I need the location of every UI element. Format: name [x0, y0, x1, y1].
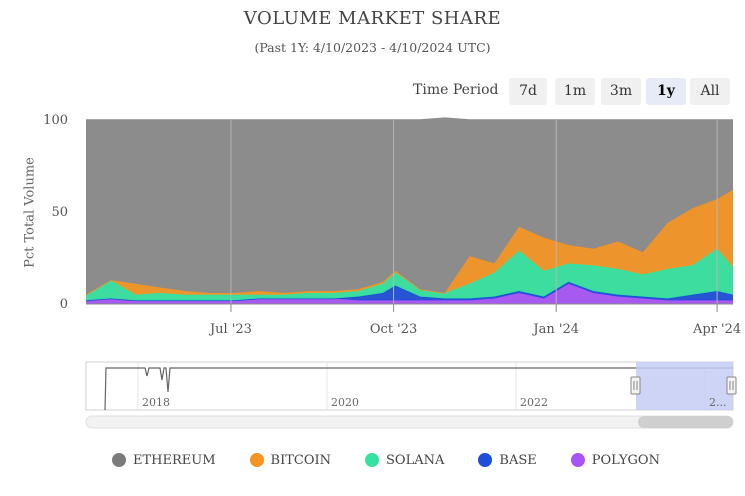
axes: 0 50 100 Jul '23 Oct '23 Jan '24 Apr '24	[43, 113, 741, 337]
period-button-3m[interactable]: 3m	[601, 78, 641, 105]
period-button-7d[interactable]: 7d	[509, 78, 547, 105]
period-button-1m[interactable]: 1m	[555, 78, 595, 105]
navigator-tick-label: 2...	[709, 396, 727, 409]
x-tick-label: Apr '24	[692, 322, 741, 337]
legend-label: BASE	[499, 452, 537, 468]
y-tick-label: 0	[60, 297, 68, 312]
legend-item-bitcoin[interactable]: BITCOIN	[249, 452, 332, 468]
legend-marker	[112, 453, 126, 467]
scrollbar-track[interactable]	[85, 415, 734, 429]
y-tick-label: 100	[43, 113, 68, 128]
navigator-left-handle[interactable]	[630, 376, 641, 395]
navigator-tick-label: 2022	[520, 396, 548, 409]
navigator-tick-label: 2018	[142, 396, 170, 409]
navigator-selection[interactable]	[636, 362, 733, 410]
navigator-series-line	[104, 367, 733, 411]
legend-label: BITCOIN	[270, 452, 332, 468]
legend-marker	[570, 453, 585, 467]
legend-marker	[478, 453, 493, 467]
legend-item-base[interactable]: BASE	[478, 452, 537, 468]
chart-title: VOLUME MARKET SHARE	[243, 8, 502, 29]
period-button-all[interactable]: All	[690, 78, 730, 105]
navigator-frame	[85, 361, 734, 411]
period-button-1y[interactable]: 1y	[646, 78, 686, 105]
navigator-tick-label: 2020	[331, 396, 359, 409]
series-area-ethereum	[86, 118, 733, 295]
series-line-ethereum	[86, 117, 733, 121]
series-area-solana	[86, 248, 733, 301]
legend-marker	[249, 453, 264, 467]
legend: ETHEREUM BITCOIN SOLANA BASE POLYGON	[112, 450, 694, 470]
legend-label: SOLANA	[386, 452, 445, 468]
series-area-polygon	[86, 283, 733, 304]
legend-label: ETHEREUM	[133, 452, 216, 468]
navigator-right-handle[interactable]	[726, 376, 737, 395]
legend-item-polygon[interactable]: POLYGON	[570, 452, 660, 468]
x-tick-label: Jan '24	[531, 322, 579, 337]
legend-marker	[365, 453, 380, 467]
legend-item-ethereum[interactable]: ETHEREUM	[112, 453, 216, 468]
scrollbar-thumb[interactable]	[638, 416, 733, 428]
navigator[interactable]: 2018 2020 2022 2...	[85, 361, 737, 429]
time-period-label: Time Period	[413, 82, 499, 98]
legend-label: POLYGON	[591, 452, 660, 468]
x-tick-label: Jul '23	[208, 322, 252, 337]
x-tick-label: Oct '23	[370, 322, 417, 337]
y-tick-label: 50	[51, 205, 68, 220]
chart-subtitle: (Past 1Y: 4/10/2023 - 4/10/2024 UTC)	[254, 40, 491, 55]
legend-item-solana[interactable]: SOLANA	[365, 453, 444, 468]
plot-area	[85, 117, 734, 304]
